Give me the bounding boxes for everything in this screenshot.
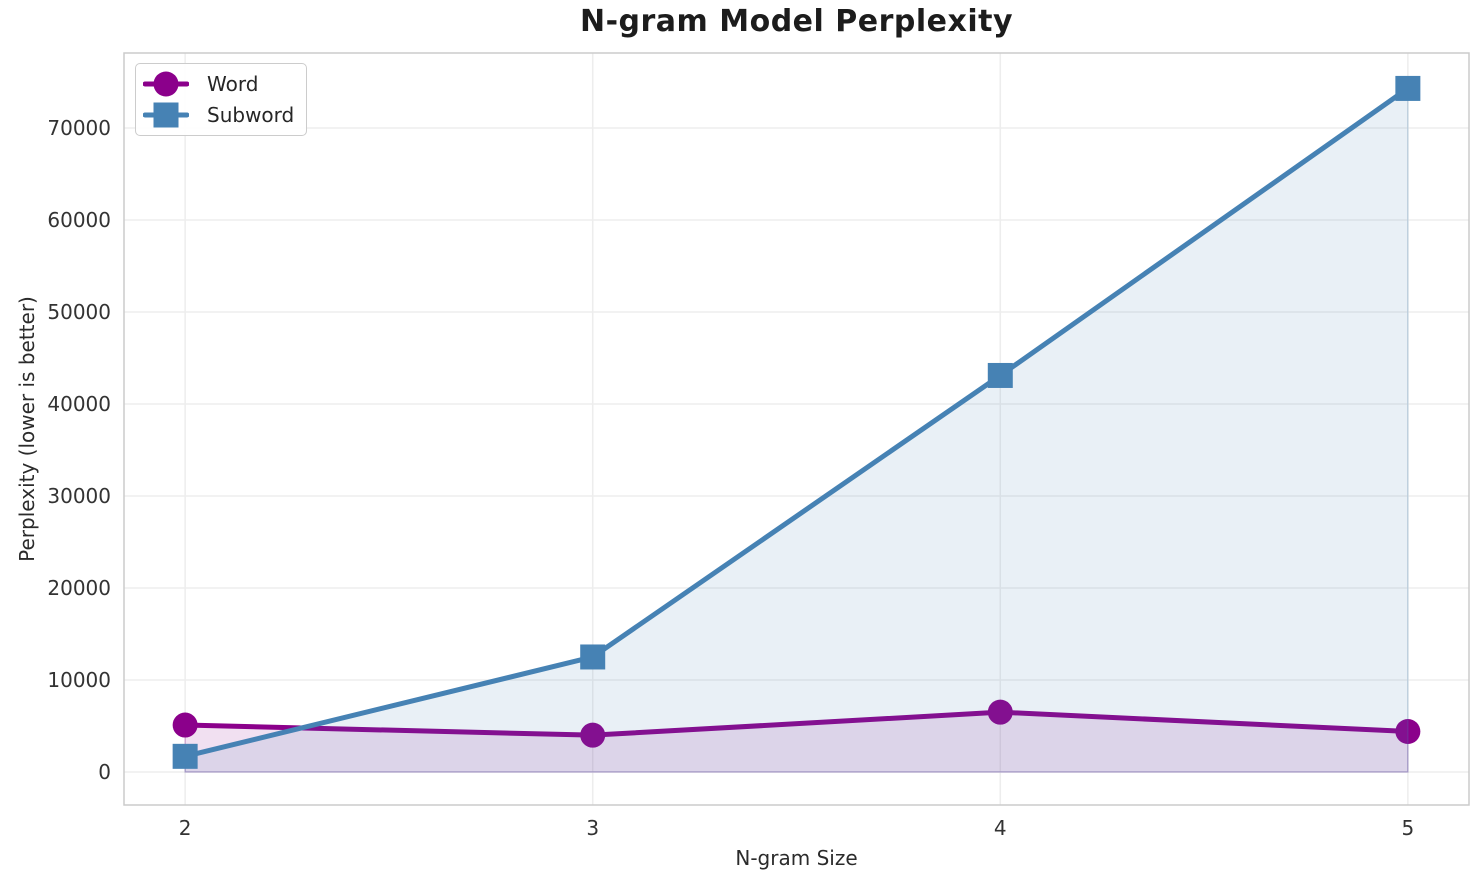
subword-data-point	[987, 362, 1013, 388]
subword-square-marker-icon	[143, 102, 189, 128]
chart-title: N-gram Model Perplexity	[579, 4, 1014, 39]
legend-label-word: Word	[207, 72, 259, 96]
subword-data-point	[580, 644, 606, 670]
y-tick-label: 40000	[47, 392, 111, 416]
x-tick-label: 3	[586, 816, 599, 840]
legend-label-subword: Subword	[207, 103, 295, 127]
y-tick-label: 10000	[47, 668, 111, 692]
y-tick-label: 0	[98, 760, 111, 784]
subword-line	[182, 85, 1411, 759]
y-tick-label: 60000	[47, 208, 111, 232]
word-line	[182, 709, 1411, 738]
y-tick-label: 30000	[47, 484, 111, 508]
y-axis-label: Perplexity (lower is better)	[15, 296, 39, 562]
legend: Word Subword	[135, 63, 308, 136]
x-axis-label: N-gram Size	[735, 846, 858, 870]
subword-data-point	[172, 743, 198, 769]
x-tick-label: 5	[1401, 816, 1414, 840]
x-tick-label: 2	[179, 816, 192, 840]
word-circle-marker-icon	[143, 71, 189, 97]
word-data-point	[580, 722, 606, 748]
subword-fill-area	[184, 87, 1409, 773]
word-data-point	[1395, 718, 1421, 744]
word-data-point	[987, 699, 1013, 725]
legend-item-word: Word	[143, 69, 294, 99]
y-tick-label: 50000	[47, 300, 111, 324]
y-tick-label: 70000	[47, 116, 111, 140]
word-data-point	[172, 712, 198, 738]
x-tick-label: 4	[994, 816, 1007, 840]
legend-item-subword: Subword	[143, 100, 294, 130]
y-tick-label: 20000	[47, 576, 111, 600]
subword-data-point	[1395, 75, 1421, 101]
plot-border	[123, 52, 1470, 806]
